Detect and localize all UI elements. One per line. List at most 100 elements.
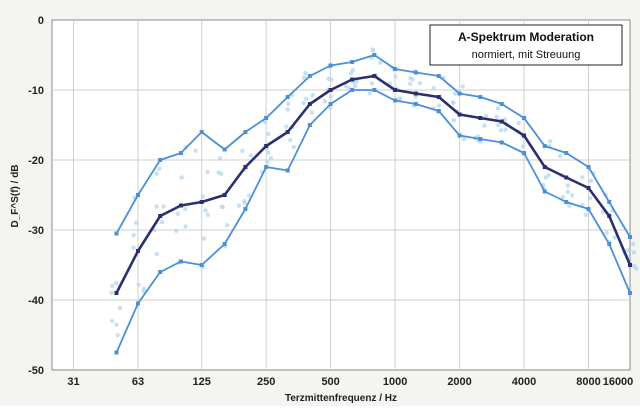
- scatter-point: [159, 219, 165, 225]
- data-point-lower: [285, 168, 290, 173]
- data-point-lower: [628, 291, 632, 295]
- series-layer: [114, 53, 632, 355]
- data-point-lower: [199, 263, 204, 267]
- scatter-point: [520, 144, 526, 149]
- data-point-mean: [586, 186, 591, 190]
- scatter-point: [482, 123, 487, 128]
- scatter-point: [503, 127, 508, 133]
- scatter-point: [557, 153, 563, 159]
- data-point-mean: [135, 249, 140, 253]
- data-point-upper: [350, 60, 355, 64]
- scatter-point: [436, 103, 442, 108]
- scatter-point: [516, 120, 521, 126]
- data-point-upper: [457, 91, 462, 96]
- scatter-point: [451, 100, 456, 105]
- data-point-lower: [372, 88, 377, 92]
- scatter-point: [604, 230, 609, 236]
- data-point-upper: [522, 116, 527, 120]
- data-point-mean: [393, 88, 398, 92]
- scatter-point: [265, 159, 270, 165]
- plot-area: [51, 19, 631, 371]
- data-point-lower: [522, 151, 527, 155]
- data-point-mean: [372, 74, 377, 78]
- data-point-lower: [457, 133, 462, 138]
- x-tick-label: 4000: [512, 376, 536, 388]
- scatter-point: [625, 248, 630, 253]
- scatter-point: [461, 136, 467, 142]
- scatter-point: [378, 60, 383, 66]
- data-point-mean: [457, 112, 462, 117]
- scatter-point: [494, 114, 499, 120]
- scatter-point: [131, 233, 136, 238]
- data-point-mean: [542, 165, 547, 169]
- scatter-point: [154, 204, 159, 209]
- scatter-point: [565, 189, 571, 194]
- scatter-point: [266, 131, 271, 137]
- data-point-lower: [135, 301, 140, 306]
- data-point-lower: [607, 242, 612, 246]
- data-point-upper: [372, 53, 377, 57]
- data-point-upper: [178, 151, 183, 155]
- scatter-point: [309, 110, 315, 115]
- data-point-upper: [586, 165, 591, 169]
- scatter-point: [154, 251, 160, 257]
- y-axis-title: D_F^S(f) / dB: [10, 164, 21, 227]
- scatter-point: [109, 290, 114, 296]
- scatter-point: [175, 211, 181, 217]
- data-point-lower: [222, 242, 227, 246]
- data-point-mean: [350, 77, 355, 82]
- data-point-upper: [222, 147, 227, 152]
- scatter-point: [288, 137, 293, 143]
- data-point-upper: [158, 158, 163, 162]
- tick-layer: 0 -10 -20 -30 -40 -50 31 63 125 250 500 1000 2000 400…: [28, 15, 633, 388]
- scatter-point: [200, 194, 206, 199]
- scatter-point: [157, 166, 162, 171]
- data-point-lower: [264, 165, 269, 169]
- data-point-lower: [436, 109, 441, 113]
- scatter-point: [495, 106, 501, 111]
- scatter-point: [451, 117, 457, 123]
- data-point-upper: [264, 116, 269, 120]
- scatter-point: [262, 119, 268, 125]
- scatter-point: [224, 222, 230, 228]
- x-tick-label: 8000: [576, 376, 600, 388]
- scatter-point: [587, 195, 593, 201]
- data-point-lower: [478, 137, 483, 141]
- data-point-upper: [393, 67, 398, 71]
- scatter-point: [328, 105, 333, 111]
- scatter-point: [565, 183, 571, 188]
- scatter-point: [393, 74, 398, 79]
- scatter-point: [560, 194, 566, 200]
- y-tick-label: -40: [28, 295, 44, 307]
- data-point-mean: [158, 214, 163, 218]
- data-point-lower: [350, 88, 355, 92]
- scatter-point: [352, 83, 358, 89]
- data-point-upper: [413, 70, 418, 75]
- data-point-lower: [243, 207, 248, 211]
- y-tick-label: -10: [28, 85, 44, 97]
- scatter-point: [236, 203, 242, 208]
- scatter-point: [114, 280, 119, 286]
- scatter-point: [398, 96, 403, 101]
- scatter-point: [431, 85, 436, 91]
- data-point-mean: [607, 214, 612, 218]
- x-tick-label: 500: [321, 376, 339, 388]
- scatter-point: [588, 178, 594, 184]
- data-point-mean: [243, 165, 248, 169]
- data-point-lower: [542, 189, 547, 194]
- scatter-point: [133, 220, 139, 225]
- scatter-point: [205, 212, 211, 218]
- data-point-upper: [564, 151, 569, 155]
- scatter-point: [371, 48, 376, 53]
- data-point-mean: [307, 102, 312, 106]
- x-tick-label: 31: [67, 376, 79, 388]
- x-tick-label: 250: [257, 376, 275, 388]
- scatter-point: [291, 144, 296, 150]
- data-point-upper: [285, 95, 290, 99]
- legend-box: [429, 24, 623, 66]
- scatter-point: [286, 101, 291, 107]
- x-tick-label: 125: [193, 376, 211, 388]
- y-tick-label: 0: [38, 15, 44, 27]
- scatter-point: [266, 150, 271, 155]
- scatter-point: [569, 193, 575, 198]
